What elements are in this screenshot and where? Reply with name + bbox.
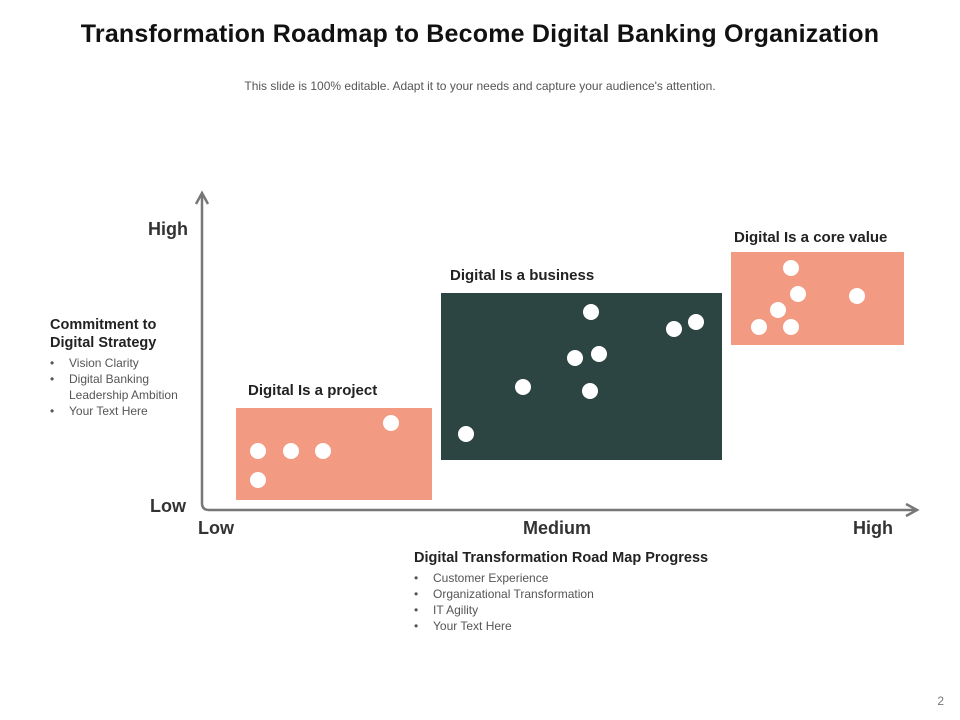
x-axis-note-title: Digital Transformation Road Map Progress (414, 550, 709, 566)
x-axis-note-list: Customer Experience Organizational Trans… (414, 570, 834, 634)
x-axis-medium-label: Medium (523, 518, 592, 538)
x-axis-note-item: Organizational Transformation (414, 586, 834, 602)
x-axis-high-label: High (853, 518, 893, 538)
y-axis-note-list: Vision Clarity Digital Banking Leadershi… (50, 355, 200, 419)
stage-business-dot (688, 314, 704, 330)
stage-core-value-dot (783, 319, 799, 335)
y-axis-note: Commitment to Digital Strategy Vision Cl… (50, 316, 200, 419)
stage-business-dot (666, 321, 682, 337)
stage-business-dot (582, 383, 598, 399)
y-axis-arrowhead (194, 190, 210, 205)
stage-project-dot (250, 472, 266, 488)
x-axis-note-item: Customer Experience (414, 570, 834, 586)
stage-project-box (236, 408, 432, 500)
stage-project-dot (315, 443, 331, 459)
stage-core-value-dot (783, 260, 799, 276)
y-axis-note-item: Your Text Here (50, 403, 181, 419)
slide-title: Transformation Roadmap to Become Digital… (80, 20, 880, 48)
stage-business-dot (515, 379, 531, 395)
y-axis-note-item: Vision Clarity (50, 355, 181, 371)
stage-business-label: Digital Is a business (450, 267, 595, 284)
stage-core-value-dot (770, 302, 786, 318)
page-number: 2 (937, 694, 944, 708)
x-axis-low-label: Low (198, 518, 234, 538)
stage-project-dot (250, 443, 266, 459)
stage-project-label: Digital Is a project (248, 382, 378, 399)
stage-core-value-dot (849, 288, 865, 304)
stage-business-box (441, 293, 722, 460)
y-axis-note-title: Commitment to Digital Strategy (50, 317, 157, 351)
y-axis-low-label: Low (150, 496, 186, 516)
y-axis-high-label: High (148, 219, 188, 239)
x-axis-arrowhead (905, 502, 920, 518)
x-axis-note: Digital Transformation Road Map Progress… (414, 549, 834, 634)
y-axis-note-item: Digital Banking Leadership Ambition (50, 371, 181, 403)
stage-business-dot (458, 426, 474, 442)
stage-core-value-dot (751, 319, 767, 335)
stage-business-dot (591, 346, 607, 362)
x-axis-note-item: IT Agility (414, 602, 834, 618)
stage-core-value-label: Digital Is a core value (734, 229, 888, 246)
stage-business-dot (567, 350, 583, 366)
axis-lines (200, 195, 915, 512)
stage-business-dot (583, 304, 599, 320)
stage-core-value-dot (790, 286, 806, 302)
stage-project-dot (283, 443, 299, 459)
x-axis-note-item: Your Text Here (414, 618, 834, 634)
slide-subtitle: This slide is 100% editable. Adapt it to… (244, 79, 716, 93)
stage-project-dot (383, 415, 399, 431)
stage-core-value-box (731, 252, 904, 345)
